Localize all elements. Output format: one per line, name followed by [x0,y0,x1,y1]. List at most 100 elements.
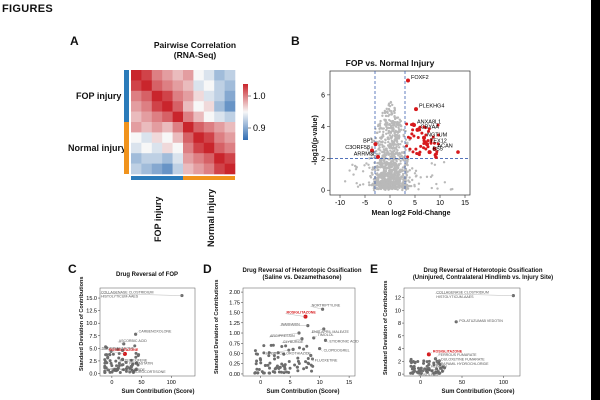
ns-point [435,182,438,186]
drug-point [418,368,422,372]
drug-point [430,369,434,373]
drug-point [103,361,107,365]
ns-point [371,168,374,171]
ns-point [386,127,389,130]
ns-point [406,160,409,163]
drug-point [112,367,116,371]
ns-point [355,182,358,185]
heatmap-cell [193,132,205,144]
ns-point [388,118,391,122]
drug-point [273,370,277,374]
ns-point [370,171,373,175]
ns-point [425,175,429,179]
ns-point [368,157,371,160]
drug-point [282,352,286,356]
ns-point [397,180,400,183]
drug-point [302,367,306,371]
drug-point [271,343,275,347]
annotation-label: NORTRIPTYLINE [312,303,341,307]
ns-point [375,131,379,135]
ns-point [356,185,360,188]
ns-point [379,174,383,177]
ns-point [379,149,382,152]
heatmap-cell [224,142,236,154]
sig-point [429,138,433,142]
sig-point [427,129,431,133]
y-tick-label: 0.75 [229,341,240,347]
gene-point [376,154,380,159]
ns-point [374,149,378,153]
ns-point [404,180,408,183]
ns-point [390,109,393,113]
drug-point [425,370,429,374]
annotation-label: ENALAPRIL MALEATE [312,330,350,334]
annotated-point [425,364,429,369]
sig-point [434,152,438,156]
gene-label: BP1 [363,139,373,145]
ns-point [442,160,446,164]
sig-point [429,140,433,144]
annotation-leader [265,349,294,355]
y-tick-label: 12.5 [86,309,97,315]
annotation-leader [135,332,138,335]
ns-point [368,166,371,169]
page-edge-bar [591,0,600,400]
ns-point [390,160,393,163]
ns-point [370,153,374,157]
heatmap-cell [162,142,173,154]
heatmap-cell [172,90,184,102]
ns-point [378,127,381,131]
drug-point [106,355,110,359]
x-tick-label: 15 [346,380,352,386]
heatmap-cell [193,163,205,175]
y-tick-label: 1.00 [229,331,240,337]
gene-point [415,127,420,132]
heatmap-cell [224,163,236,175]
annotated-point [511,294,515,298]
x-tick-label: 50 [139,380,145,386]
ns-point [385,148,388,151]
ns-point [393,106,396,110]
panel-a-title-line2: (RNA-Seq) [173,50,217,60]
ns-point [384,120,387,123]
annotation-leader [428,364,431,368]
drug-point [103,358,107,362]
ns-point [388,152,391,156]
ns-point [411,167,414,170]
gene-point [414,107,418,112]
ns-point [369,137,373,140]
heatmap-cell [162,132,173,144]
ns-point [402,159,405,162]
ns-point [397,157,401,161]
sig-point [436,142,440,146]
heatmap-cell [131,153,142,164]
drug-point [287,360,291,364]
y-tick-label: 0.25 [229,362,240,368]
drug-point [104,366,108,370]
drug-point [120,363,124,367]
gene-point [412,123,416,128]
drug-point [409,359,413,363]
ns-point [413,183,416,187]
ns-point [381,114,384,117]
heatmap-cell [162,111,173,123]
ns-point [382,179,386,182]
annotation-leader [313,335,317,339]
annotation-label: CLOPIDOGREL [324,349,350,353]
annotation-label: COLLAGENASE CLOSTRIDIUM [101,291,154,295]
sig-point [412,134,416,138]
ns-point [392,142,396,145]
panel-c-points [103,344,141,374]
panel-d-points [253,343,315,375]
drug-point [425,360,429,364]
y-tick-label: 6 [398,334,401,340]
heatmap-cell [141,70,153,81]
annotation-leader [127,366,131,374]
ns-point [397,126,400,129]
ns-point [393,163,397,167]
ns-point [380,179,384,182]
drug-point [259,361,263,365]
ns-point [419,176,422,179]
panel-b-volcano: -10 -5 0 5 10 15 0 2 4 6 FOXF2 PLEKHG4 ANXA8L1CRYAA… [321,70,471,207]
